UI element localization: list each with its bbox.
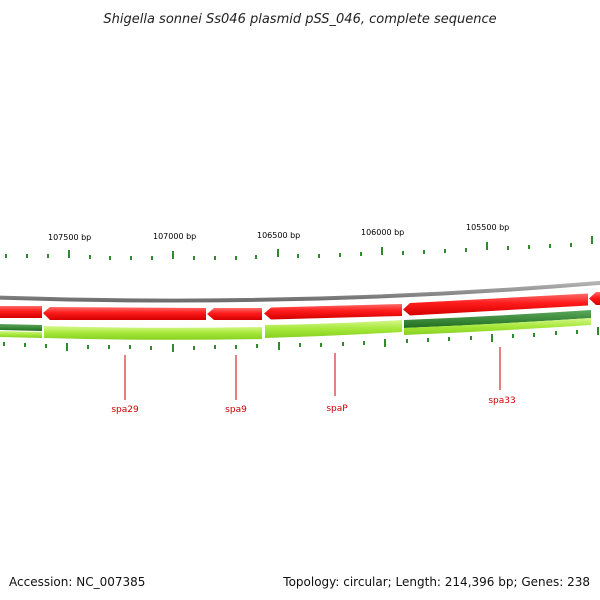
- orf-light-left: [0, 331, 42, 338]
- feature-arrow-left-edge: [0, 306, 42, 318]
- ruler-label-107000: 107000 bp: [153, 232, 196, 241]
- orf-dark-spa33: [404, 310, 591, 328]
- gene-label-spaP: spaP: [326, 404, 348, 414]
- gene-label-spa33: spa33: [488, 396, 515, 406]
- inner-minor-ticks: [3, 330, 578, 350]
- orf-dark-left: [0, 324, 42, 331]
- sequence-summary-text: Topology: circular; Length: 214,396 bp; …: [282, 575, 590, 589]
- feature-arrow-spa33: [403, 293, 588, 316]
- forward-feature-track: [0, 292, 600, 320]
- feature-arrow-right-edge: [589, 292, 600, 305]
- map-title: Shigella sonnei Ss046 plasmid pSS_046, c…: [103, 12, 496, 27]
- orf-light-spaP: [265, 320, 402, 338]
- ruler-label-106000: 106000 bp: [361, 228, 404, 237]
- outer-tick-ruler: 107500 bp 107000 bp 106500 bp 106000 bp …: [5, 223, 593, 260]
- feature-arrow-spa9: [207, 308, 262, 320]
- feature-arrow-spaP: [264, 304, 402, 320]
- gene-label-spa29: spa29: [111, 405, 139, 415]
- orf-track: [0, 310, 591, 340]
- ruler-label-105500: 105500 bp: [466, 223, 509, 232]
- plasmid-backbone: [0, 280, 600, 303]
- outer-major-ticks: [68, 236, 593, 259]
- outer-minor-ticks: [5, 243, 572, 260]
- orf-light-spa29: [44, 326, 262, 340]
- feature-arrow-spa29: [43, 307, 206, 320]
- ruler-label-107500: 107500 bp: [48, 233, 91, 242]
- gene-label-spa9: spa9: [225, 405, 247, 415]
- accession-text: Accession: NC_007385: [9, 575, 145, 589]
- gene-labels: spa29 spa9 spaP spa33: [111, 347, 516, 415]
- ruler-label-106500: 106500 bp: [257, 231, 300, 240]
- inner-major-ticks: [66, 327, 599, 352]
- inner-tick-ruler: [3, 327, 599, 352]
- orf-light-spa33: [404, 318, 591, 335]
